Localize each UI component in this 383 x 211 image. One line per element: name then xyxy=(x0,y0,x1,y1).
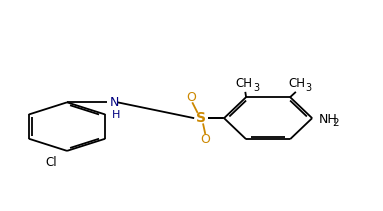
Text: CH: CH xyxy=(236,77,253,90)
Text: O: O xyxy=(200,133,210,146)
Text: O: O xyxy=(187,91,196,104)
Text: 3: 3 xyxy=(306,83,311,92)
Text: 2: 2 xyxy=(332,118,339,128)
Text: 3: 3 xyxy=(253,83,259,92)
Text: Cl: Cl xyxy=(46,156,57,169)
Text: S: S xyxy=(196,111,206,125)
Text: CH: CH xyxy=(288,77,306,90)
Text: N: N xyxy=(110,96,119,109)
Text: H: H xyxy=(112,110,120,120)
Text: NH: NH xyxy=(319,113,338,126)
